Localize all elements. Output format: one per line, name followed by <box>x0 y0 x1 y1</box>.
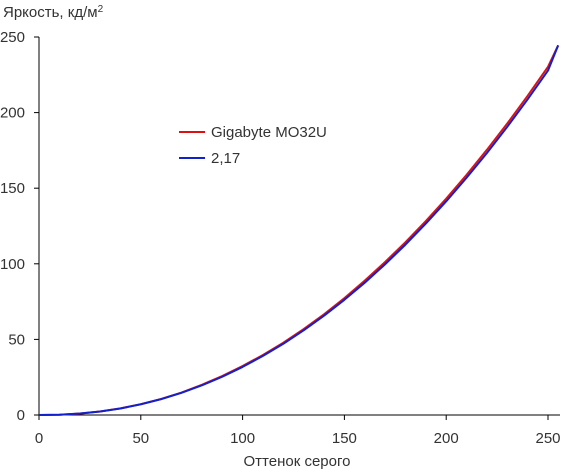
x-axis-title: Оттенок серого <box>244 453 351 469</box>
y-ticks: 0 50 100 150 200 250 <box>0 29 39 424</box>
legend: Gigabyte MO32U 2,17 <box>179 124 327 167</box>
x-tick-label: 150 <box>332 430 357 447</box>
series-line-gamma <box>38 44 560 416</box>
y-tick-label: 150 <box>0 180 25 197</box>
series-line-gigabyte <box>38 44 560 416</box>
x-tick-label: 250 <box>535 430 560 447</box>
legend-label-gigabyte: Gigabyte MO32U <box>211 124 327 141</box>
y-tick-label: 250 <box>0 29 25 46</box>
y-tick-label: 50 <box>8 331 25 348</box>
x-tick-label: 200 <box>434 430 459 447</box>
y-tick-label: 0 <box>17 407 25 424</box>
y-tick-label: 100 <box>0 256 25 273</box>
x-ticks: 0 50 100 150 200 250 <box>35 415 561 447</box>
x-tick-label: 50 <box>132 430 149 447</box>
y-axis-title-superscript: 2 <box>98 4 104 15</box>
x-tick-label: 100 <box>230 430 255 447</box>
y-tick-label: 200 <box>0 105 25 122</box>
y-axis-title: Яркость, кд/м2 <box>3 4 104 21</box>
axes <box>38 37 560 416</box>
x-tick-label: 0 <box>35 430 43 447</box>
series-layer <box>38 44 560 416</box>
legend-label-gamma: 2,17 <box>211 150 240 167</box>
